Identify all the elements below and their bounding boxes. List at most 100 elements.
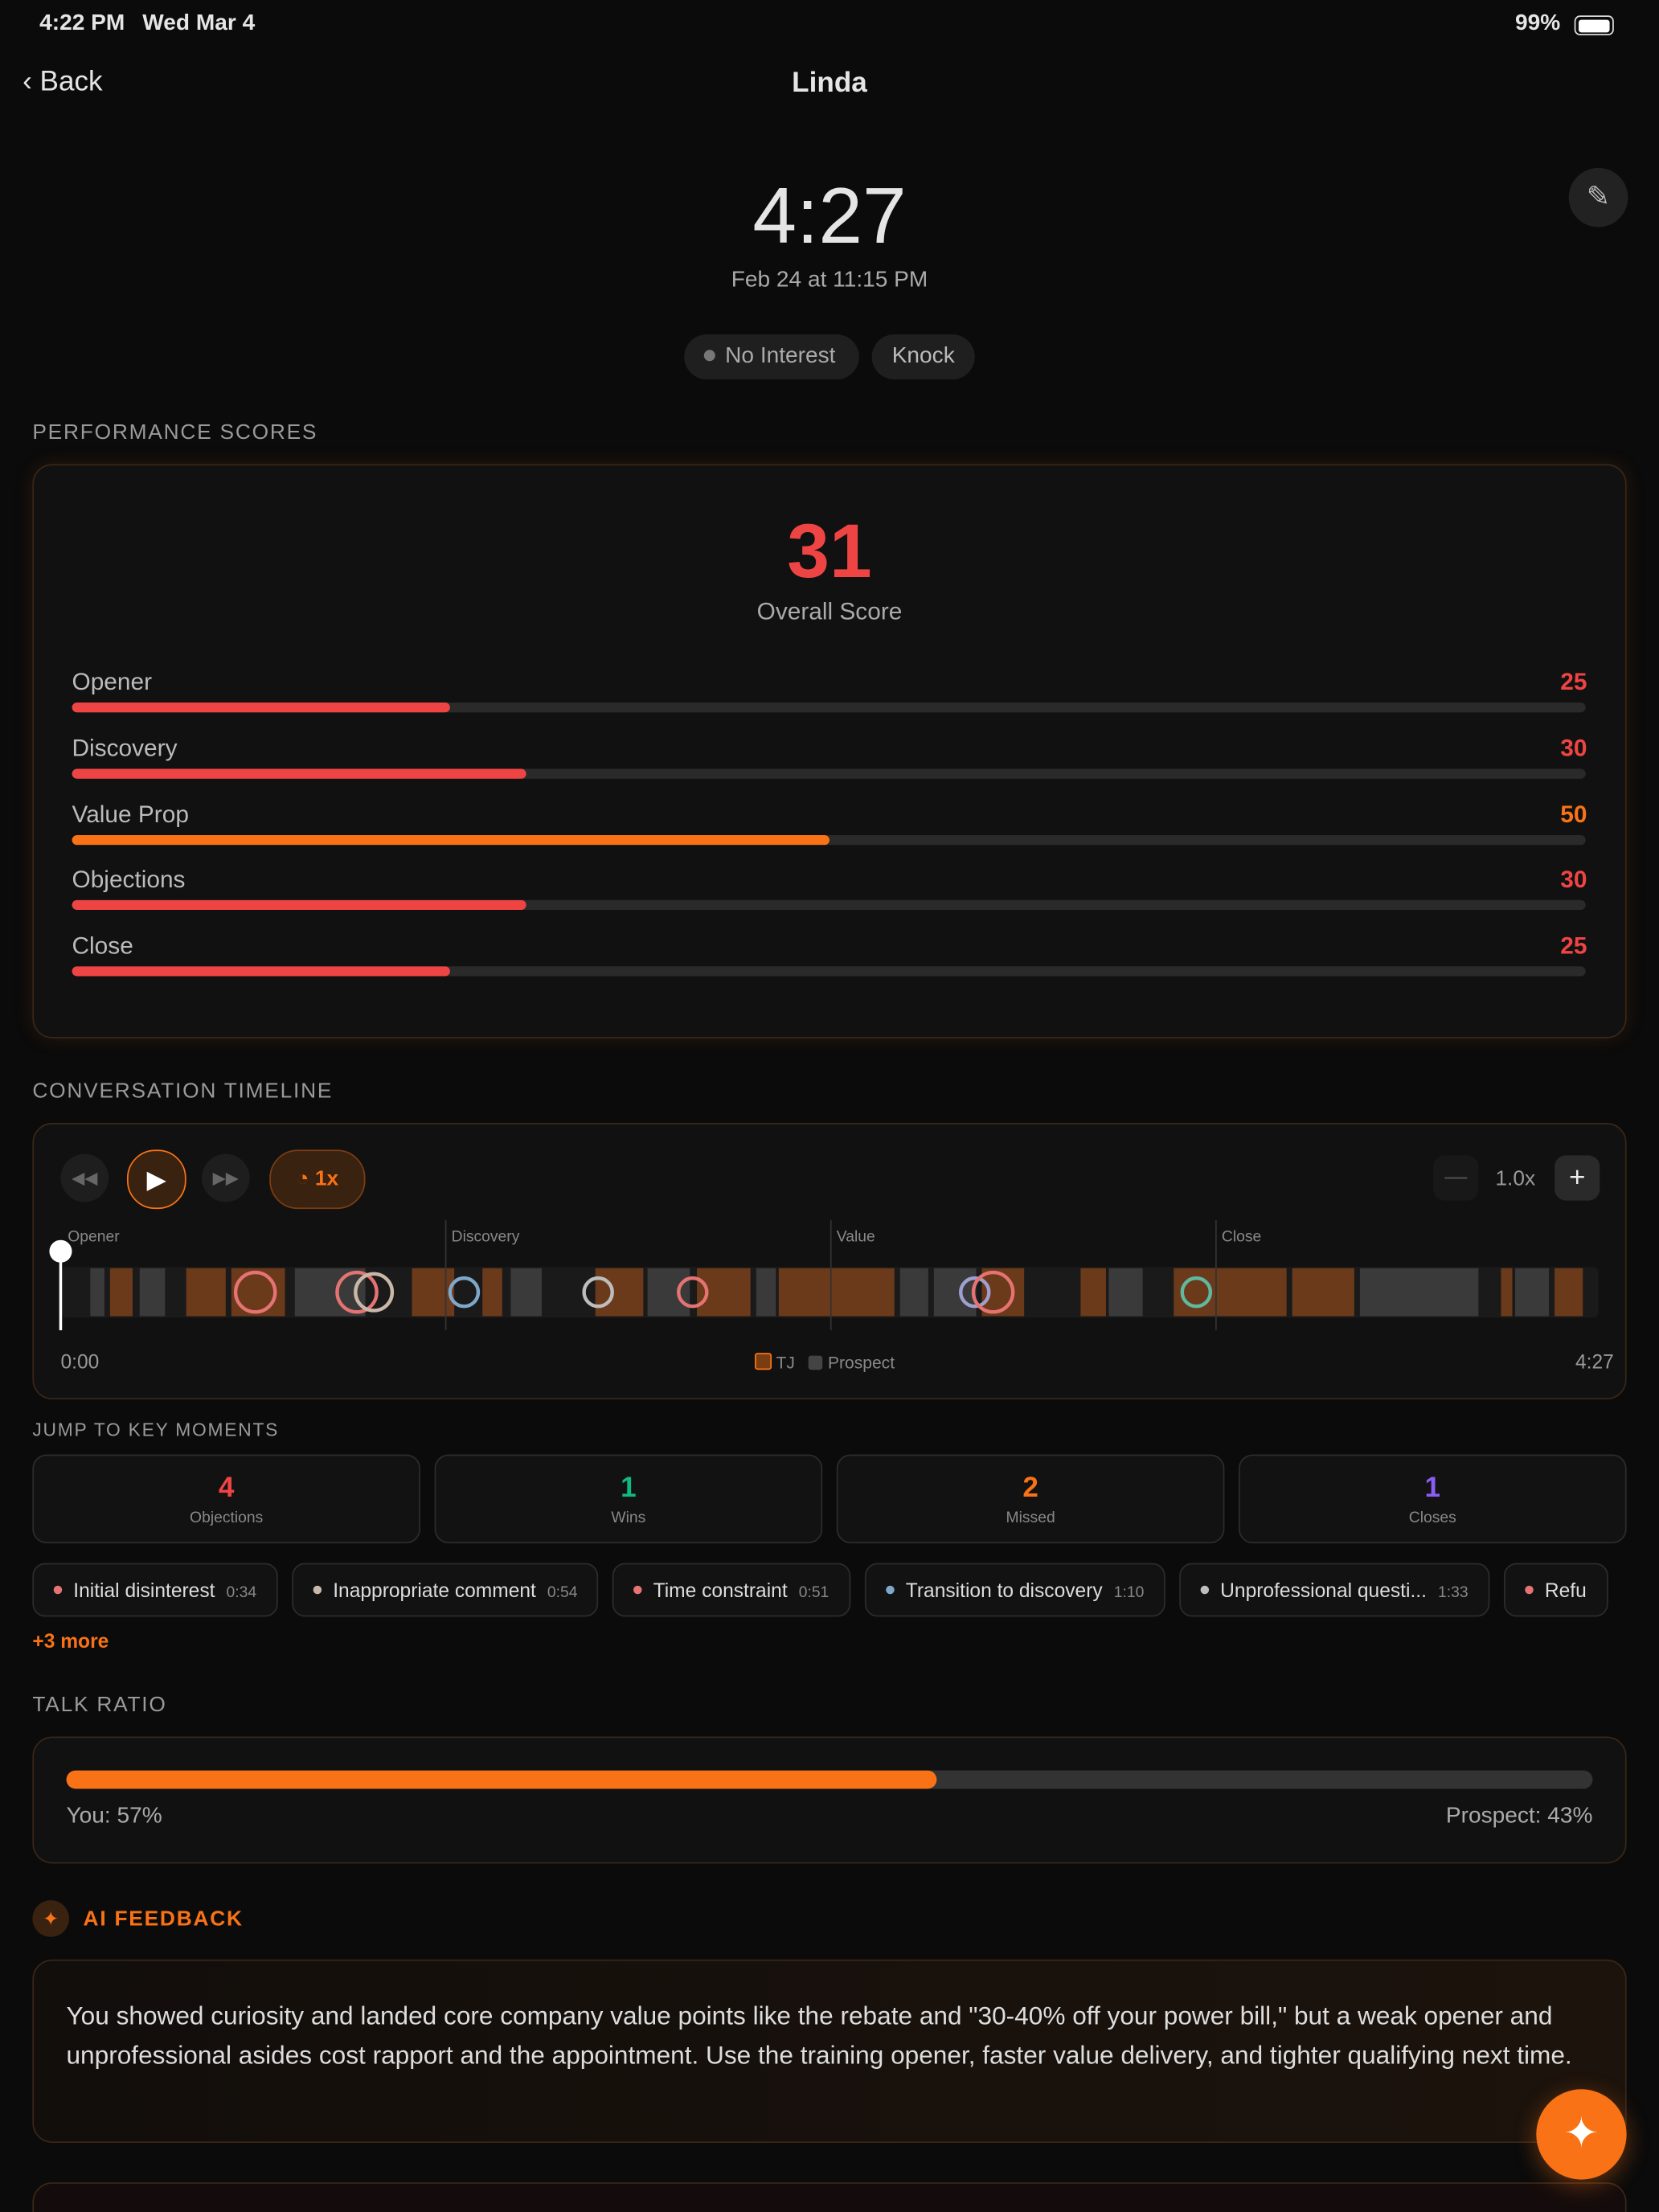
phase-label: Close <box>1221 1228 1262 1246</box>
score-track <box>72 966 1586 977</box>
tj-segments <box>109 1268 1583 1317</box>
moment-count: 1 <box>621 1473 637 1504</box>
ai-chat-button[interactable]: ✦ <box>1536 2089 1627 2180</box>
timeline-track <box>49 1220 1599 1331</box>
moment-chip[interactable]: Refu <box>1503 1563 1608 1617</box>
back-button[interactable]: ‹ Back <box>23 66 103 98</box>
moment-chip[interactable]: Inappropriate comment 0:54 <box>292 1563 599 1617</box>
edit-button[interactable]: ✎ <box>1568 167 1628 227</box>
ratio-bar-prospect <box>936 1771 1593 1789</box>
score-bar <box>72 966 451 977</box>
feedback-card: You showed curiosity and landed core com… <box>32 1959 1627 2143</box>
battery-level: 99% <box>1514 11 1561 35</box>
moment-count: 4 <box>218 1473 235 1504</box>
score-label: Opener <box>72 668 153 696</box>
moment-count: 2 <box>1022 1473 1038 1504</box>
tag-label: No Interest <box>725 344 836 369</box>
moment-markers <box>233 1270 1213 1314</box>
section-title: TALK RATIO <box>32 1693 167 1717</box>
status-date: Wed Mar 4 <box>142 11 256 35</box>
score-bar <box>72 768 526 779</box>
moment-card[interactable]: 1 Wins <box>434 1454 823 1544</box>
score-track <box>72 703 1586 713</box>
tag: Knock <box>871 334 975 380</box>
section-title: PERFORMANCE SCORES <box>32 420 318 444</box>
ratio-label: Prospect: 43% <box>1445 1804 1593 1829</box>
chip-label: Initial disinterest <box>73 1578 215 1602</box>
moment-card[interactable]: 1 Closes <box>1238 1454 1627 1544</box>
more-link[interactable]: +3 more <box>32 1629 109 1653</box>
chip-time: 0:51 <box>798 1583 830 1602</box>
moment-card[interactable]: 4 Objections <box>32 1454 421 1544</box>
score-label: Objections <box>72 866 186 894</box>
chip-label: Refu <box>1544 1578 1587 1602</box>
chip-label: Transition to discovery <box>905 1578 1103 1602</box>
phase-label: Value <box>836 1228 875 1246</box>
overall-label: Overall Score <box>756 598 903 625</box>
back-label: Back <box>39 66 103 98</box>
chip-time: 0:54 <box>547 1583 578 1602</box>
timeline-card: ◀◀ ▶ ▶▶ ◔ 1x — 1.0x + Opener Discovery V… <box>32 1123 1627 1400</box>
section-title: JUMP TO KEY MOMENTS <box>32 1419 280 1440</box>
chip-label: Inappropriate comment <box>333 1578 536 1602</box>
score-label: Discovery <box>72 735 178 762</box>
moment-chip[interactable]: Unprofessional questi... 1:33 <box>1179 1563 1489 1617</box>
zoom-level: 1.0x <box>1495 1166 1536 1191</box>
ratio-track <box>66 1770 1593 1789</box>
score-card: 31 Overall Score Opener 25 Discovery 30 Valu… <box>32 464 1627 1038</box>
chip-label: Time constraint <box>653 1578 788 1602</box>
moment-label: Objections <box>190 1509 264 1527</box>
tag: No Interest <box>684 334 859 380</box>
time-start: 0:00 <box>60 1350 100 1373</box>
ratio-label: You: 57% <box>66 1804 162 1829</box>
score-track <box>72 768 1586 779</box>
status-time: 4:22 PM <box>39 11 125 35</box>
chip-dot <box>53 1585 63 1595</box>
moment-label: Closes <box>1408 1509 1456 1527</box>
duration: 4:27 <box>752 170 907 260</box>
moment-label: Missed <box>1006 1509 1055 1527</box>
legend: TJ Prospect <box>754 1353 895 1373</box>
playhead-knob[interactable] <box>49 1239 72 1263</box>
ratio-bar <box>66 1770 936 1789</box>
legend-label: Prospect <box>827 1353 895 1373</box>
rewind-button[interactable]: ◀◀ <box>60 1153 109 1202</box>
forward-button[interactable]: ▶▶ <box>201 1153 250 1202</box>
feedback-text: You showed curiosity and landed core com… <box>66 2001 1572 2069</box>
play-button[interactable]: ▶ <box>126 1149 186 1210</box>
legend-label: TJ <box>776 1353 795 1373</box>
score-value: 50 <box>1560 801 1587 828</box>
score-value: 25 <box>1560 932 1587 960</box>
phase-lines <box>444 1220 1217 1331</box>
score-bar <box>72 834 830 845</box>
score-label: Close <box>72 932 133 960</box>
score-label: Value Prop <box>72 801 189 828</box>
phase-label: Discovery <box>451 1228 520 1246</box>
chip-dot <box>886 1585 895 1595</box>
moment-chip[interactable]: Initial disinterest 0:34 <box>32 1563 278 1617</box>
nav-title: Linda <box>792 68 867 99</box>
moment-chip[interactable]: Transition to discovery 1:10 <box>864 1563 1165 1617</box>
chip-dot <box>1525 1585 1534 1595</box>
section-title: AI FEEDBACK <box>83 1907 244 1931</box>
zoom-in-button[interactable]: + <box>1555 1155 1600 1201</box>
speed-button[interactable]: ◔ 1x <box>269 1149 366 1210</box>
score-bar <box>72 900 526 911</box>
moment-label: Wins <box>611 1509 646 1527</box>
score-track <box>72 900 1586 911</box>
moment-count: 1 <box>1424 1473 1441 1504</box>
prospect-segments <box>90 1268 1550 1317</box>
score-value: 30 <box>1560 866 1587 894</box>
next-card <box>32 2182 1627 2212</box>
score-value: 25 <box>1560 668 1587 696</box>
moment-card[interactable]: 2 Missed <box>836 1454 1225 1544</box>
chip-time: 1:10 <box>1113 1583 1145 1602</box>
chip-time: 0:34 <box>226 1583 257 1602</box>
ai-icon: ✦ <box>32 1900 69 1937</box>
time-end: 4:27 <box>1575 1350 1614 1373</box>
call-datetime: Feb 24 at 11:15 PM <box>731 268 928 293</box>
moment-chip[interactable]: Time constraint 0:51 <box>612 1563 850 1617</box>
chip-dot <box>1200 1585 1210 1595</box>
zoom-out-button[interactable]: — <box>1433 1155 1479 1201</box>
